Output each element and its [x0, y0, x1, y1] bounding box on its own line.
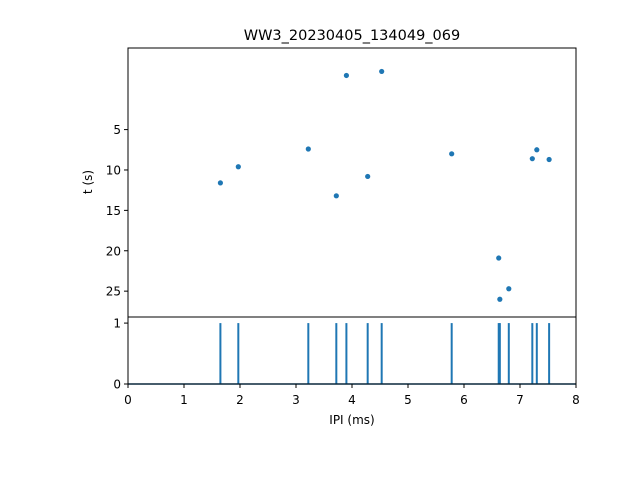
y-tick-label: 15 — [106, 204, 121, 218]
spike-frame — [127, 316, 577, 385]
scatter-point — [449, 151, 455, 157]
y-tick-label: 10 — [106, 163, 121, 177]
x-tick-label: 2 — [236, 393, 244, 407]
scatter-panel: WW3_20230405_134049_069 t (s) 5 10 15 20 25 — [81, 28, 577, 318]
scatter-point — [217, 180, 223, 186]
y-ticks-bottom: 01 — [113, 317, 128, 392]
chart-title: WW3_20230405_134049_069 — [244, 28, 460, 44]
y-axis-label: t (s) — [81, 170, 95, 194]
x-tick-label: 3 — [292, 393, 300, 407]
scatter-point — [529, 156, 535, 162]
x-axis-label: IPI (ms) — [329, 413, 374, 427]
scatter-point — [235, 164, 241, 170]
y-tick-label: 0 — [113, 378, 121, 392]
x-tick-label: 6 — [460, 393, 468, 407]
scatter-point — [497, 296, 503, 302]
y-tick-label: 20 — [106, 244, 121, 258]
x-tick-label: 4 — [348, 393, 356, 407]
scatter-point — [343, 72, 349, 79]
y-ticks: 5 10 15 20 25 — [106, 123, 128, 299]
scatter-point — [305, 146, 311, 152]
x-tick-label: 8 — [572, 393, 580, 407]
scatter-point — [506, 286, 512, 292]
scatter-point — [546, 156, 552, 163]
scatter-point — [333, 193, 339, 199]
x-tick-label: 7 — [516, 393, 524, 407]
y-tick-label: 1 — [113, 317, 121, 331]
y-tick-label: 5 — [113, 123, 121, 137]
scatter-point — [365, 173, 371, 180]
scatter-point — [534, 147, 540, 153]
x-tick-label: 1 — [180, 393, 188, 407]
x-tick-label: 5 — [404, 393, 412, 407]
x-ticks: 0 1 2 3 4 5 6 7 8 — [124, 384, 580, 407]
y-tick-label: 25 — [106, 285, 121, 299]
x-tick-label: 0 — [124, 393, 132, 407]
scatter-point — [379, 68, 385, 75]
scatter-point — [496, 255, 502, 261]
scatter-points — [217, 68, 552, 302]
